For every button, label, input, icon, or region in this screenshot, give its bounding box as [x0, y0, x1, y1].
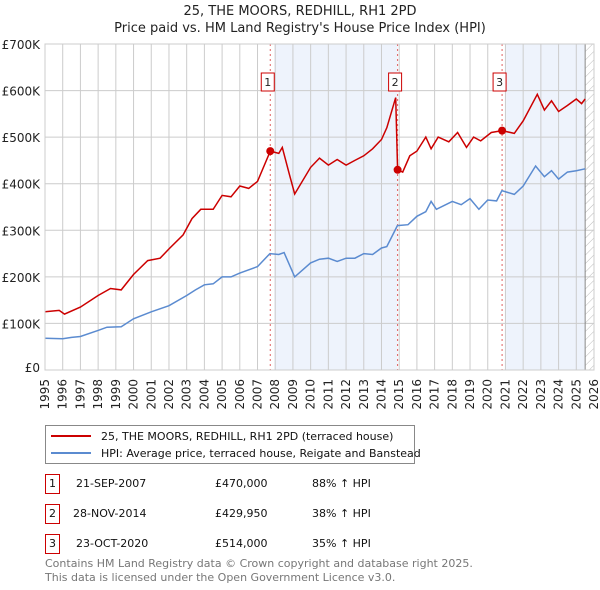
sale-price: £429,950	[215, 507, 268, 520]
x-tick-label: 2026	[587, 379, 600, 410]
x-tick-label: 2005	[215, 379, 229, 410]
x-tick-label: 2006	[233, 379, 247, 410]
x-tick-label: 2015	[392, 379, 406, 410]
y-tick-label: £400K	[2, 178, 42, 192]
x-tick-label: 2010	[304, 379, 318, 410]
footer-line-1: Contains HM Land Registry data © Crown c…	[45, 557, 473, 570]
y-tick-label: £500K	[2, 131, 42, 145]
x-tick-label: 2022	[516, 379, 530, 410]
x-tick-label: 2002	[162, 379, 176, 410]
chart-subtitle: Price paid vs. HM Land Registry's House …	[114, 21, 486, 36]
plot-area: 1995 1996 1997 1998 1999 2000 2001 2002 2003 2004…	[2, 38, 600, 410]
x-tick-label: 2003	[180, 379, 194, 410]
x-tick-label: 2017	[428, 379, 442, 410]
x-tick-label: 2004	[197, 379, 211, 410]
sale-date: 28-NOV-2014	[73, 507, 147, 520]
sale-price: £470,000	[215, 477, 268, 490]
sale-date: 21-SEP-2007	[76, 477, 147, 490]
footer-line-2: This data is licensed under the Open Gov…	[45, 571, 396, 584]
shaded-range	[274, 44, 398, 370]
x-tick-label: 1998	[91, 379, 105, 410]
x-tick-label: 2024	[552, 379, 566, 410]
legend-swatch-red	[51, 435, 91, 437]
sale-hpi-change: 38% ↑ HPI	[312, 507, 371, 520]
y-tick-label: £600K	[2, 85, 42, 99]
x-tick-label: 1995	[38, 379, 52, 410]
x-tick-label: 2011	[321, 379, 335, 410]
x-tick-label: 2007	[251, 379, 265, 410]
legend-label: 25, THE MOORS, REDHILL, RH1 2PD (terrace…	[101, 429, 394, 443]
sale-marker-box	[260, 72, 275, 92]
sale-price: £514,000	[215, 537, 268, 550]
sale-marker-label: 3	[496, 76, 503, 89]
x-tick-label: 2023	[534, 379, 548, 410]
x-tick-label: 2021	[498, 379, 512, 410]
sale-marker-box	[492, 72, 507, 92]
legend: 25, THE MOORS, REDHILL, RH1 2PD (terrace…	[45, 425, 421, 464]
sale-number-badge: 3	[45, 534, 60, 554]
y-tick-label: £200K	[2, 271, 42, 285]
forecast-hatch	[585, 44, 594, 370]
sale-point	[266, 147, 275, 156]
x-tick-label: 2016	[410, 379, 424, 410]
x-tick-label: 2020	[481, 379, 495, 410]
legend-swatch-blue	[51, 452, 91, 454]
legend-item-hpi: HPI: Average price, terraced house, Reig…	[46, 445, 421, 461]
y-tick-label: £100K	[2, 317, 42, 331]
x-tick-label: 2012	[339, 379, 353, 410]
sale-point	[393, 165, 402, 174]
x-tick-label: 2013	[357, 379, 371, 410]
legend-label: HPI: Average price, terraced house, Reig…	[101, 446, 421, 460]
sale-hpi-change: 88% ↑ HPI	[312, 477, 371, 490]
sale-row: 3 23-OCT-2020 £514,000 35% ↑ HPI	[45, 534, 445, 554]
sale-hpi-change: 35% ↑ HPI	[312, 537, 371, 550]
sale-row: 2 28-NOV-2014 £429,950 38% ↑ HPI	[45, 504, 445, 524]
x-tick-label: 1999	[109, 379, 123, 410]
sale-marker-label: 1	[264, 76, 271, 89]
x-tick-label: 1996	[56, 379, 70, 410]
x-tick-label: 2008	[268, 379, 282, 410]
y-tick-label: £0	[25, 361, 40, 375]
x-tick-label: 2025	[569, 379, 583, 410]
plot-border	[44, 43, 595, 371]
x-tick-label: 1997	[73, 379, 87, 410]
x-tick-label: 2018	[445, 379, 459, 410]
chart-title: 25, THE MOORS, REDHILL, RH1 2PD	[183, 4, 417, 19]
sale-date: 23-OCT-2020	[76, 537, 149, 550]
hpi-line	[44, 164, 586, 340]
sale-marker-label: 2	[392, 76, 399, 89]
sale-number-badge: 1	[45, 474, 60, 494]
x-tick-label: 2000	[127, 379, 141, 410]
sale-number-badge: 2	[45, 504, 60, 524]
x-tick-label: 2001	[144, 379, 158, 410]
sale-row: 1 21-SEP-2007 £470,000 88% ↑ HPI	[45, 474, 445, 494]
legend-item-property: 25, THE MOORS, REDHILL, RH1 2PD (terrace…	[46, 428, 393, 444]
y-tick-label: £700K	[2, 38, 42, 52]
x-tick-label: 2019	[463, 379, 477, 410]
x-tick-label: 2014	[374, 379, 388, 410]
x-tick-label: 2009	[286, 379, 300, 410]
y-tick-label: £300K	[2, 224, 42, 238]
sale-marker-box	[388, 72, 403, 92]
sale-point	[498, 126, 507, 135]
shaded-range	[506, 44, 586, 370]
